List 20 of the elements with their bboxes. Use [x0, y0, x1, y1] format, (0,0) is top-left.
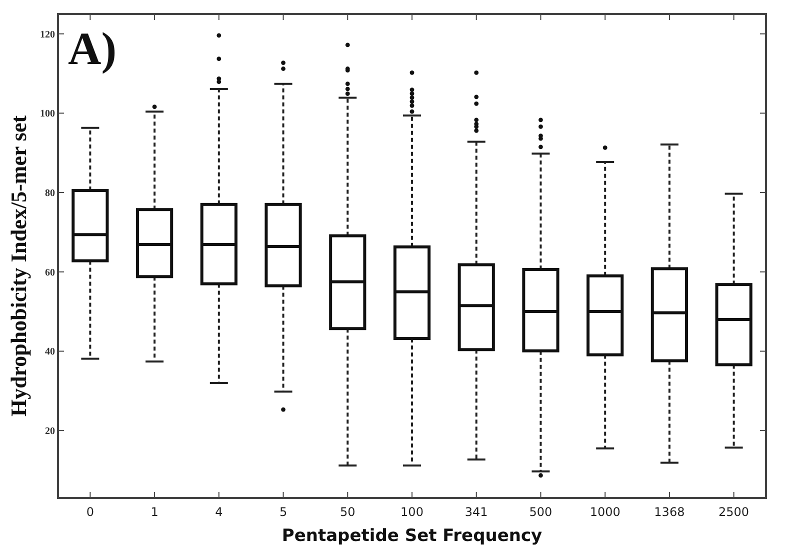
- y-tick-label: 80: [45, 188, 55, 200]
- y-axis-title: Hydrophobicity Index/5-mer set: [6, 114, 31, 417]
- x-tick-label: 50: [340, 505, 356, 519]
- x-tick-label: 1000: [590, 505, 620, 519]
- x-tick-label: 4: [215, 505, 223, 519]
- x-tick-label: 2500: [718, 505, 750, 519]
- x-axis-title: Pentapetide Set Frequency: [282, 526, 542, 546]
- y-tick-label: 120: [40, 29, 55, 40]
- x-tick-label: 341: [464, 505, 488, 519]
- x-tick-label: 1: [150, 505, 158, 519]
- annotation: A): [68, 23, 117, 74]
- y-tick-label: 20: [45, 426, 55, 438]
- y-tick-label: 40: [45, 346, 55, 358]
- x-tick-label: 500: [529, 505, 552, 519]
- x-tick-label: 1368: [654, 505, 685, 519]
- x-tick-label: 0: [86, 505, 94, 519]
- y-tick-label: 100: [40, 108, 55, 120]
- x-tick-label: 100: [400, 505, 424, 519]
- x-tick-label: 5: [279, 505, 288, 519]
- y-tick-label: 60: [45, 267, 55, 278]
